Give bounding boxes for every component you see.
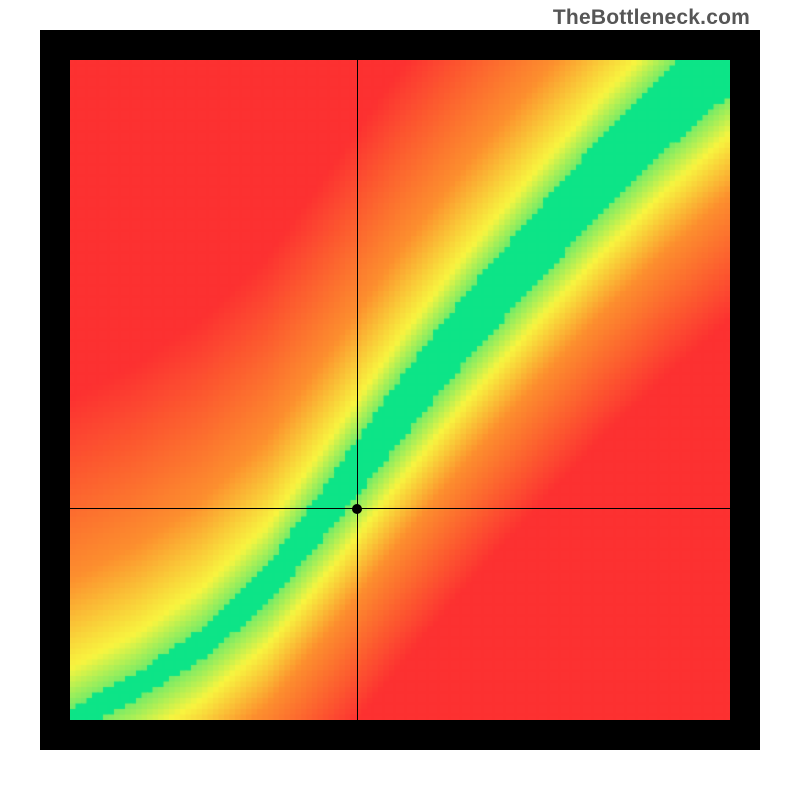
plot-frame [40, 30, 760, 750]
crosshair-vertical [357, 60, 358, 720]
crosshair-horizontal [70, 508, 730, 509]
crosshair-marker [352, 504, 362, 514]
chart-container: TheBottleneck.com [0, 0, 800, 800]
watermark-text: TheBottleneck.com [553, 6, 750, 30]
heatmap-canvas [70, 60, 730, 720]
